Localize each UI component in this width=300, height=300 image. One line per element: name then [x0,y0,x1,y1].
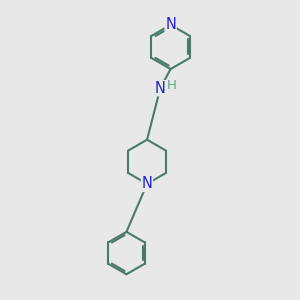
Text: N: N [165,17,176,32]
Text: H: H [167,79,176,92]
Text: N: N [155,81,166,96]
Text: N: N [142,176,152,191]
